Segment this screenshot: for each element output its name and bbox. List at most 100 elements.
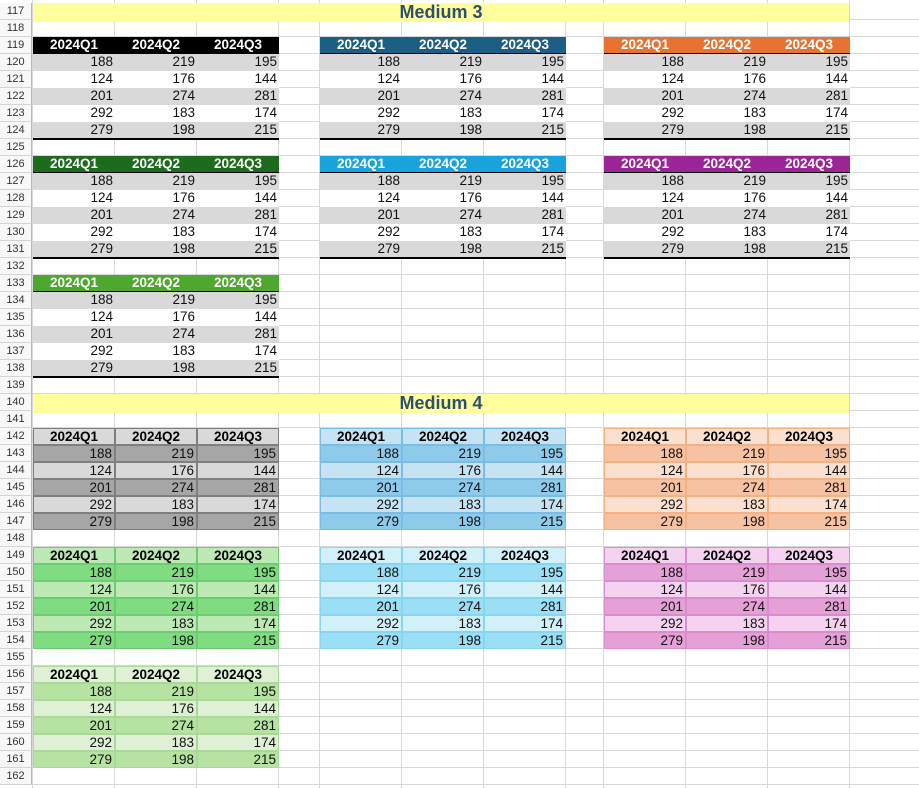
table-data-cell[interactable]: 195 xyxy=(768,54,850,71)
table-header-cell[interactable]: 2024Q1 xyxy=(320,547,402,564)
table-data-cell[interactable]: 279 xyxy=(33,751,115,768)
table-data-cell[interactable]: 124 xyxy=(320,71,402,88)
table-data-cell[interactable]: 292 xyxy=(320,615,402,632)
table-data-cell[interactable]: 279 xyxy=(33,360,115,377)
row-header[interactable]: 127 xyxy=(0,173,32,190)
row-header[interactable]: 136 xyxy=(0,326,32,343)
table-header-cell[interactable]: 2024Q3 xyxy=(197,547,279,564)
row-header[interactable]: 130 xyxy=(0,224,32,241)
table-data-cell[interactable]: 274 xyxy=(402,598,484,615)
table-data-cell[interactable]: 281 xyxy=(768,479,850,496)
table-data-cell[interactable]: 215 xyxy=(484,632,566,649)
table-data-cell[interactable]: 215 xyxy=(768,241,850,258)
table-data-cell[interactable]: 195 xyxy=(484,564,566,581)
table-data-cell[interactable]: 201 xyxy=(604,598,686,615)
table-data-cell[interactable]: 176 xyxy=(115,309,197,326)
table-data-cell[interactable]: 174 xyxy=(197,615,279,632)
table-data-cell[interactable]: 144 xyxy=(484,190,566,207)
table-data-cell[interactable]: 201 xyxy=(33,598,115,615)
table-data-cell[interactable]: 124 xyxy=(33,700,115,717)
table-data-cell[interactable]: 198 xyxy=(686,513,768,530)
table-data-cell[interactable]: 281 xyxy=(197,326,279,343)
table-data-cell[interactable]: 174 xyxy=(768,105,850,122)
table-data-cell[interactable]: 281 xyxy=(484,479,566,496)
table-data-cell[interactable]: 292 xyxy=(604,224,686,241)
table-data-cell[interactable]: 281 xyxy=(197,598,279,615)
table-data-cell[interactable]: 292 xyxy=(33,105,115,122)
table-data-cell[interactable]: 281 xyxy=(484,207,566,224)
table-data-cell[interactable]: 144 xyxy=(197,190,279,207)
table-data-cell[interactable]: 281 xyxy=(484,598,566,615)
table-data-cell[interactable]: 201 xyxy=(33,717,115,734)
table-data-cell[interactable]: 274 xyxy=(402,479,484,496)
table-data-cell[interactable]: 176 xyxy=(115,71,197,88)
table-header-cell[interactable]: 2024Q2 xyxy=(115,275,197,292)
row-header[interactable]: 158 xyxy=(0,700,32,717)
table-header-cell[interactable]: 2024Q3 xyxy=(197,156,279,173)
row-header[interactable]: 135 xyxy=(0,309,32,326)
table-data-cell[interactable]: 219 xyxy=(115,54,197,71)
table-data-cell[interactable]: 215 xyxy=(197,241,279,258)
table-data-cell[interactable]: 292 xyxy=(320,496,402,513)
table-data-cell[interactable]: 215 xyxy=(768,122,850,139)
table-data-cell[interactable]: 281 xyxy=(768,598,850,615)
row-header[interactable]: 132 xyxy=(0,258,32,275)
table-data-cell[interactable]: 281 xyxy=(197,88,279,105)
table-data-cell[interactable]: 201 xyxy=(320,207,402,224)
table-header-cell[interactable]: 2024Q2 xyxy=(686,156,768,173)
table-data-cell[interactable]: 195 xyxy=(484,54,566,71)
row-header[interactable]: 148 xyxy=(0,530,32,547)
row-header[interactable]: 128 xyxy=(0,190,32,207)
row-header[interactable]: 157 xyxy=(0,683,32,700)
row-header[interactable]: 119 xyxy=(0,37,32,54)
table-data-cell[interactable]: 124 xyxy=(320,581,402,598)
table-data-cell[interactable]: 188 xyxy=(604,173,686,190)
row-header[interactable]: 144 xyxy=(0,462,32,479)
table-data-cell[interactable]: 195 xyxy=(197,54,279,71)
table-data-cell[interactable]: 176 xyxy=(402,462,484,479)
table-data-cell[interactable]: 188 xyxy=(320,54,402,71)
table-data-cell[interactable]: 144 xyxy=(768,581,850,598)
row-header[interactable]: 125 xyxy=(0,139,32,156)
row-header[interactable]: 154 xyxy=(0,632,32,649)
table-data-cell[interactable]: 201 xyxy=(33,207,115,224)
table-data-cell[interactable]: 274 xyxy=(115,598,197,615)
table-data-cell[interactable]: 188 xyxy=(320,564,402,581)
row-header[interactable]: 129 xyxy=(0,207,32,224)
table-header-cell[interactable]: 2024Q2 xyxy=(402,156,484,173)
table-data-cell[interactable]: 215 xyxy=(197,360,279,377)
table-header-cell[interactable]: 2024Q3 xyxy=(484,37,566,54)
table-data-cell[interactable]: 144 xyxy=(197,71,279,88)
table-data-cell[interactable]: 176 xyxy=(686,71,768,88)
table-data-cell[interactable]: 279 xyxy=(33,632,115,649)
table-header-cell[interactable]: 2024Q3 xyxy=(768,37,850,54)
table-data-cell[interactable]: 219 xyxy=(686,564,768,581)
table-header-cell[interactable]: 2024Q1 xyxy=(320,156,402,173)
row-header[interactable]: 145 xyxy=(0,479,32,496)
table-data-cell[interactable]: 195 xyxy=(484,445,566,462)
table-data-cell[interactable]: 144 xyxy=(197,581,279,598)
table-data-cell[interactable]: 274 xyxy=(115,326,197,343)
table-header-cell[interactable]: 2024Q2 xyxy=(115,547,197,564)
table-data-cell[interactable]: 124 xyxy=(320,190,402,207)
table-data-cell[interactable]: 176 xyxy=(402,190,484,207)
table-data-cell[interactable]: 281 xyxy=(197,207,279,224)
table-data-cell[interactable]: 124 xyxy=(33,462,115,479)
table-header-cell[interactable]: 2024Q1 xyxy=(604,37,686,54)
table-data-cell[interactable]: 215 xyxy=(484,241,566,258)
table-header-cell[interactable]: 2024Q3 xyxy=(484,547,566,564)
table-data-cell[interactable]: 215 xyxy=(197,632,279,649)
table-data-cell[interactable]: 144 xyxy=(197,700,279,717)
table-data-cell[interactable]: 188 xyxy=(604,564,686,581)
row-header[interactable]: 152 xyxy=(0,598,32,615)
table-header-cell[interactable]: 2024Q1 xyxy=(320,37,402,54)
row-header[interactable]: 159 xyxy=(0,717,32,734)
table-data-cell[interactable]: 174 xyxy=(197,734,279,751)
table-header-cell[interactable]: 2024Q2 xyxy=(115,666,197,683)
table-data-cell[interactable]: 183 xyxy=(686,615,768,632)
table-header-cell[interactable]: 2024Q2 xyxy=(686,547,768,564)
table-data-cell[interactable]: 183 xyxy=(115,734,197,751)
row-header[interactable]: 122 xyxy=(0,88,32,105)
table-header-cell[interactable]: 2024Q3 xyxy=(768,156,850,173)
